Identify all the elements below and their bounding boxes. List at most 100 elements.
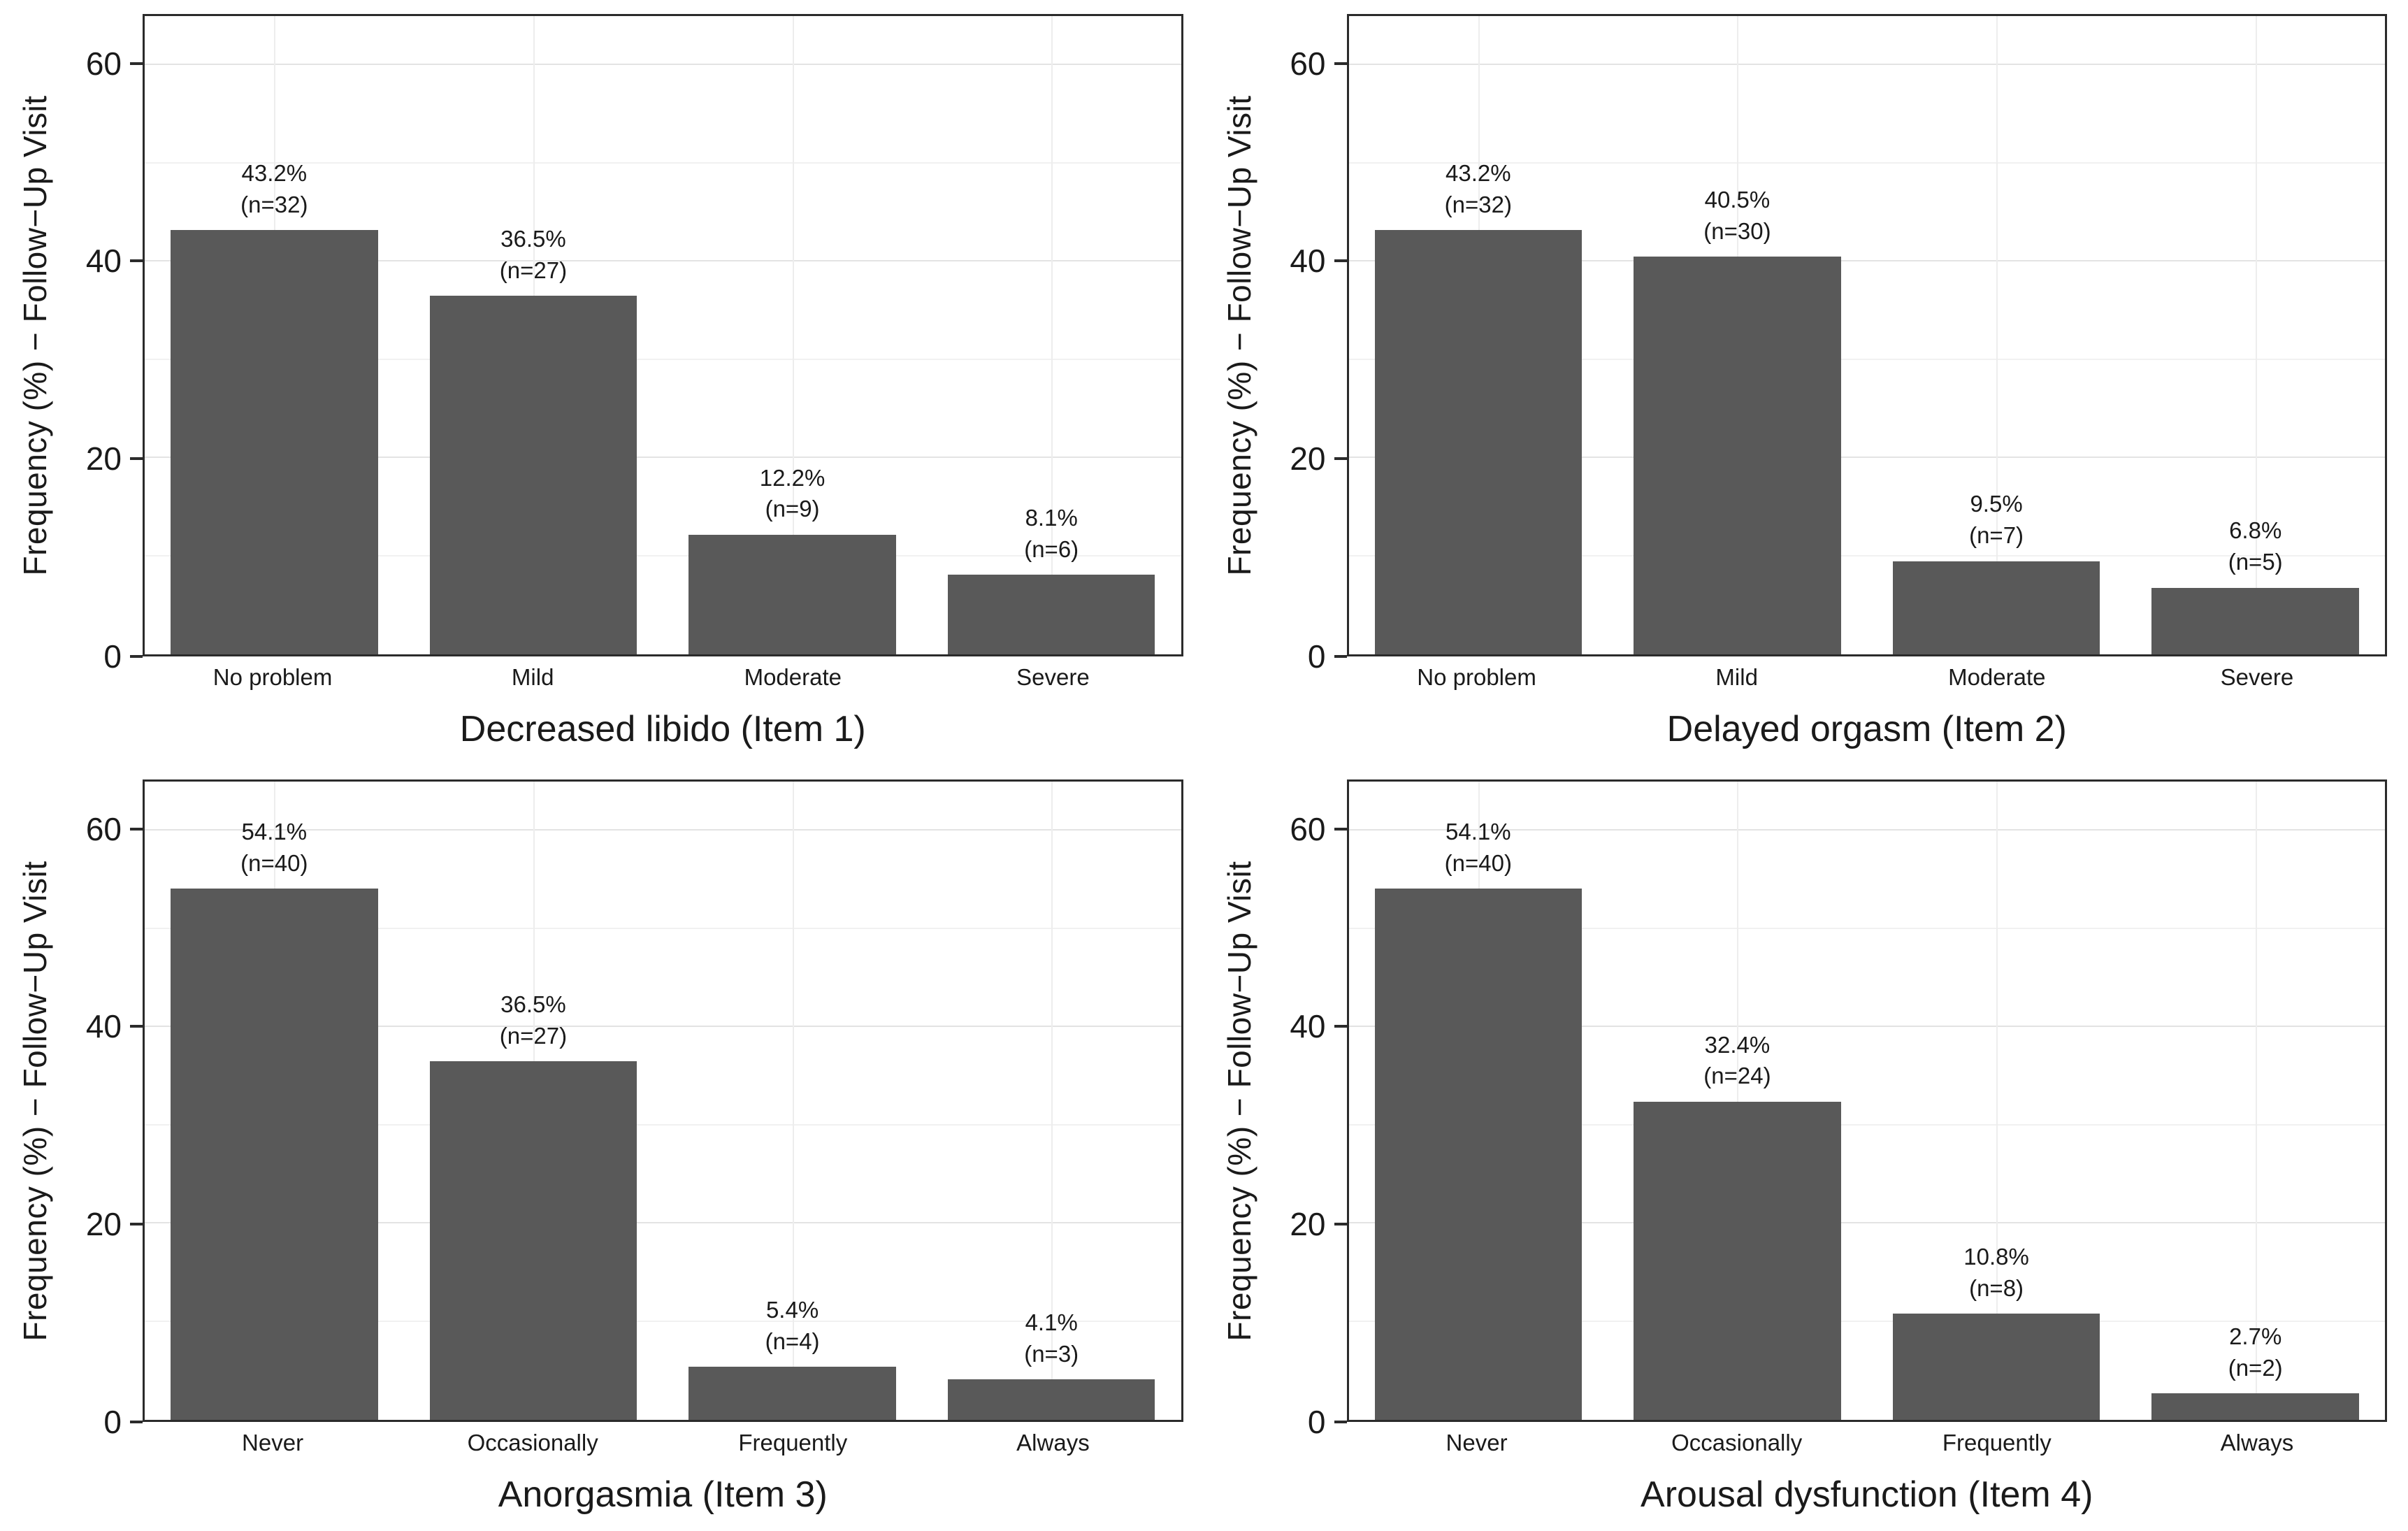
bar-value-label: 43.2% (n=32) [1348, 158, 1634, 220]
vertical-gridline [1737, 782, 1739, 1420]
bar-percent-label: 4.1% [1025, 1309, 1078, 1336]
bars-container: 54.1% (n=40) 36.5% (n=27) 5.4% (n=4) 4.1% (n=3) [145, 782, 1181, 1420]
minor-gridline [1348, 358, 2385, 360]
y-axis-title: Frequency (%) − Follow−Up Visit [17, 860, 53, 1342]
vertical-gridline [792, 782, 794, 1420]
x-tick-label: Mild [511, 664, 554, 690]
bar [1634, 257, 1841, 654]
bar-value-label: 6.8% (n=5) [2100, 515, 2385, 577]
bar-percent-label: 8.1% [1025, 505, 1078, 531]
bar-band: 43.2% (n=32) [1349, 16, 1608, 654]
bar-value-label: 5.4% (n=4) [637, 1295, 948, 1357]
y-axis-title-container: Frequency (%) − Follow−Up Visit [6, 779, 64, 1422]
vertical-gridline [1051, 16, 1053, 654]
bar-percent-label: 43.2% [241, 160, 308, 187]
bar-band: 8.1% (n=6) [922, 16, 1181, 654]
y-tick-label: 60 [1290, 45, 1326, 82]
x-tick-label: Always [2220, 1430, 2294, 1455]
y-tick-mark [130, 1421, 143, 1423]
y-tick-label: 60 [85, 45, 122, 82]
bar-percent-label: 54.1% [1445, 819, 1511, 845]
y-tick-label: 60 [1290, 810, 1326, 847]
y-tick-label: 0 [103, 638, 122, 675]
bar-count-label: (n=8) [1969, 1274, 2024, 1301]
minor-gridline [145, 161, 1181, 164]
bar-band: 2.7% (n=2) [2126, 782, 2385, 1420]
y-tick-mark [130, 62, 143, 65]
bar-value-label: 40.5% (n=30) [1582, 185, 1893, 247]
y-tick-mark [130, 1223, 143, 1226]
bar-band: 5.4% (n=4) [663, 782, 922, 1420]
vertical-gridline [1051, 782, 1053, 1420]
bar [1892, 561, 2100, 654]
y-axis-title: Frequency (%) − Follow−Up Visit [1220, 860, 1257, 1342]
minor-gridline [145, 358, 1181, 360]
x-tick-label: Never [242, 1430, 304, 1455]
y-axis-title: Frequency (%) − Follow−Up Visit [1220, 94, 1257, 576]
bar [1374, 230, 1582, 654]
bar [688, 1367, 896, 1420]
bar-band: 54.1% (n=40) [1349, 782, 1608, 1420]
x-tick-label: Never [1445, 1430, 1508, 1455]
y-axis-title-container: Frequency (%) − Follow−Up Visit [1210, 779, 1269, 1422]
major-gridline [1348, 829, 2385, 831]
bar-percent-label: 43.2% [1445, 160, 1511, 187]
bar [1892, 1314, 2100, 1420]
y-tick-label: 0 [103, 1404, 122, 1440]
minor-gridline [145, 1320, 1181, 1322]
x-tick-label: No problem [212, 664, 333, 690]
y-tick-mark [130, 457, 143, 461]
y-tick-mark [130, 1025, 143, 1028]
bar-band: 43.2% (n=32) [145, 16, 404, 654]
bar-band: 9.5% (n=7) [1867, 16, 2126, 654]
bar-value-label: 12.2% (n=9) [637, 463, 948, 525]
chart-panel-3: Frequency (%) − Follow−Up Visit 0 20 40 60 54… [0, 766, 1204, 1531]
bar-count-label: (n=27) [499, 257, 568, 283]
y-tick-mark [130, 259, 143, 263]
y-tick-label: 40 [1290, 243, 1326, 280]
major-gridline [1348, 1222, 2385, 1224]
bar-percent-label: 6.8% [2229, 517, 2282, 544]
bars-container: 43.2% (n=32) 36.5% (n=27) 12.2% (n=9) 8.1% (n=6… [145, 16, 1181, 654]
y-tick-label: 20 [85, 440, 122, 477]
bar-percent-label: 5.4% [765, 1297, 819, 1323]
bar [2151, 587, 2359, 654]
y-tick-mark [1334, 1223, 1347, 1226]
x-tick-label: Always [1016, 1430, 1090, 1455]
bar-percent-label: 12.2% [759, 464, 826, 491]
y-tick-label: 20 [1290, 1206, 1326, 1243]
bar-band: 6.8% (n=5) [2126, 16, 2385, 654]
x-tick-label: Moderate [1948, 664, 2046, 690]
bar-value-label: 32.4% (n=24) [1582, 1030, 1893, 1092]
minor-gridline [1348, 554, 2385, 556]
bar-band: 12.2% (n=9) [663, 16, 922, 654]
minor-gridline [1348, 1123, 2385, 1126]
minor-gridline [145, 927, 1181, 929]
y-tick-mark [1334, 1025, 1347, 1028]
major-gridline [145, 260, 1181, 262]
bar-band: 36.5% (n=27) [404, 16, 663, 654]
y-axis-title: Frequency (%) − Follow−Up Visit [17, 94, 53, 576]
bar-value-label: 36.5% (n=27) [378, 989, 689, 1051]
bar [429, 296, 637, 654]
bars-container: 43.2% (n=32) 40.5% (n=30) 9.5% (n=7) 6.8% (n=5) [1349, 16, 2386, 654]
plot-area: 43.2% (n=32) 36.5% (n=27) 12.2% (n=9) 8.1% (n=6… [143, 14, 1183, 656]
bar-percent-label: 54.1% [241, 819, 308, 845]
plot-area: 43.2% (n=32) 40.5% (n=30) 9.5% (n=7) 6.8% (n=5) [1346, 14, 2387, 656]
y-tick-mark [1334, 62, 1347, 65]
y-tick-mark [130, 655, 143, 658]
bar [1634, 1101, 1841, 1420]
x-axis-ticks: No problem Mild Moderate Severe [143, 656, 1183, 698]
bar-percent-label: 2.7% [2229, 1323, 2282, 1349]
bar-value-label: 2.7% (n=2) [2100, 1321, 2385, 1383]
major-gridline [1348, 457, 2385, 459]
bar-percent-label: 36.5% [500, 991, 566, 1018]
y-tick-mark [1334, 655, 1347, 658]
bar-percent-label: 9.5% [1970, 491, 2023, 517]
major-gridline [1348, 260, 2385, 262]
x-tick-label: Occasionally [467, 1430, 598, 1455]
vertical-gridline [792, 16, 794, 654]
x-tick-label: Severe [1016, 664, 1090, 690]
y-tick-label: 0 [1307, 638, 1326, 675]
major-gridline [145, 1026, 1181, 1028]
